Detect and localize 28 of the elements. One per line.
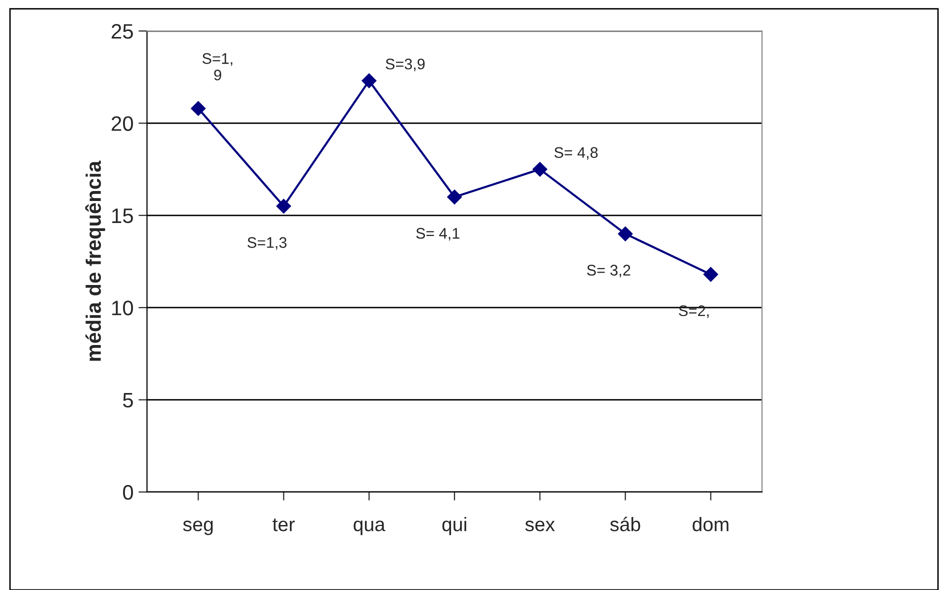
point [447,190,462,204]
annotation: S= 4,8 [554,147,598,160]
x-tick-label: qui [442,517,466,536]
y-tick-label: 5 [123,393,133,408]
x-tick-label: qua [354,520,386,536]
y-tick-label: 20 [112,116,133,131]
x-tick-label: dom [692,517,728,532]
point [190,101,206,116]
annotation: S=1,3 [248,237,287,250]
x-tick-label: ter [272,518,295,532]
point [703,267,718,282]
point [362,73,376,88]
y-tick-label: 10 [112,300,133,316]
annotation: S= 4,1 [416,228,460,241]
x-tick-label: sex [525,520,555,532]
y-tick-label: 0 [123,485,133,500]
annotation: S=3,9 [386,58,425,72]
annotation: S=2, [678,305,709,318]
x-tick-label: seg [183,520,213,536]
annotation: S= 3,2 [587,264,630,278]
point [276,198,292,214]
point [618,226,633,242]
y-axis-title: média de frequência [85,160,106,361]
x-tick-label: sáb [610,516,640,532]
annotation: S=1, 9 [202,53,232,80]
y-tick-label: 25 [112,24,133,39]
point [532,162,548,177]
y-tick-label: 15 [112,208,133,224]
